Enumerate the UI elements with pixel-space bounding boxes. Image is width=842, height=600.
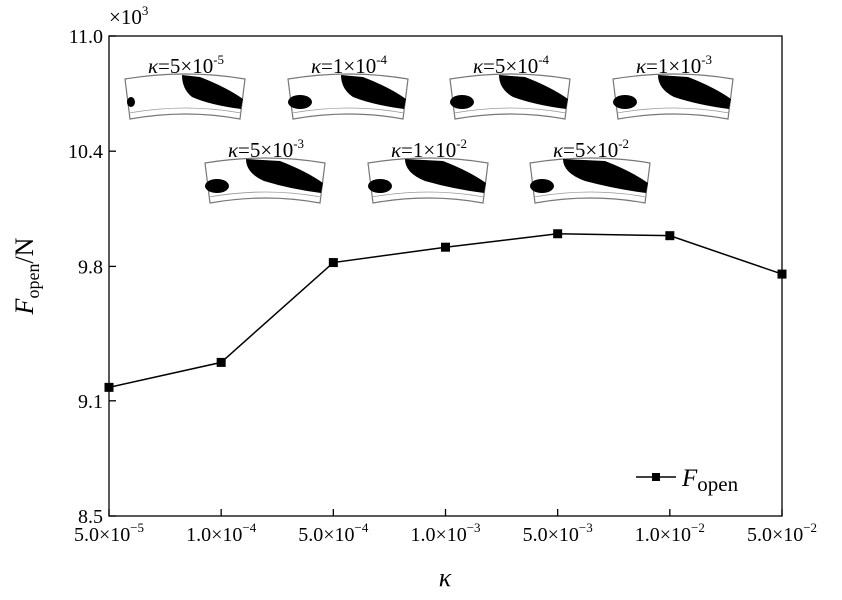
inset-figure: κ=1×10-4 [287,52,409,120]
x-tick-label: 5.0×10−4 [298,520,369,546]
inset-contour-region [341,75,406,109]
inset-inner-arc [533,191,647,198]
legend-label: Fopen [681,465,739,496]
y-multiplier-label: ×103 [109,3,148,29]
inset-figure: κ=1×10-2 [367,136,489,204]
inset-inner-arc [208,191,322,198]
legend: Fopen [636,465,739,496]
inset-figure: κ=1×10-3 [612,52,734,120]
y-axis-title: Fopen/N [10,237,43,315]
inset-contour-spot [613,95,637,109]
series-line [108,233,783,389]
inset-figure: κ=5×10-2 [529,136,651,204]
y-tick-label: 11.0 [69,26,103,48]
inset-contour-spot [450,95,474,109]
inset-inner-arc [128,107,242,114]
x-tick-label: 1.0×10−2 [635,520,705,546]
x-tick-label: 1.0×10−4 [186,520,257,546]
y-tick-label: 9.8 [78,256,103,278]
x-axis: 5.0×10−5 1.0×10−4 5.0×10−4 1.0×10−3 5.0×10−3… [74,509,817,546]
x-tick-label: 1.0×10−3 [410,520,480,546]
data-point [553,229,563,239]
x-tick-label: 5.0×10−5 [74,520,144,546]
inset-inner-arc [291,107,405,114]
y-axis: 8.5 9.1 9.8 10.4 11.0 [68,26,116,528]
inset-inner-arc [371,191,485,198]
inset-contour-region [246,159,323,193]
inset-figure: κ=5×10-5 [124,52,246,120]
inset-contour-spot [530,179,554,193]
y-tick-label: 9.1 [78,391,103,413]
data-point [777,269,787,279]
inset-contour-spot [288,95,312,109]
inset-figure: κ=5×10-3 [204,136,326,204]
data-point [104,382,114,392]
legend-marker [652,473,660,481]
data-point [441,242,450,252]
data-point [216,357,226,367]
inset-contour-region [563,159,648,193]
y-tick-label: 8.5 [78,506,103,528]
x-tick-label: 5.0×10−2 [747,520,817,546]
inset-inner-arc [453,107,567,114]
inset-contour-spot [368,179,392,193]
data-series [104,229,787,392]
inset-images: κ=5×10-5 κ=1×10-4 κ=5×10-4 κ=1×10-3 κ=5×10-3… [124,52,734,204]
inset-contour-region [182,75,243,109]
inset-contour-region [499,75,568,109]
inset-figure: κ=5×10-4 [449,52,571,120]
y-tick-label: 10.4 [68,141,103,163]
inset-contour-spot [205,179,229,193]
inset-inner-arc [616,107,730,114]
x-axis-title: κ [439,563,452,592]
inset-contour-spot [127,97,135,107]
data-point [328,258,338,268]
x-tick-label: 5.0×10−3 [523,520,593,546]
inset-contour-region [405,159,486,193]
data-point [665,231,675,241]
inset-contour-region [658,75,731,109]
